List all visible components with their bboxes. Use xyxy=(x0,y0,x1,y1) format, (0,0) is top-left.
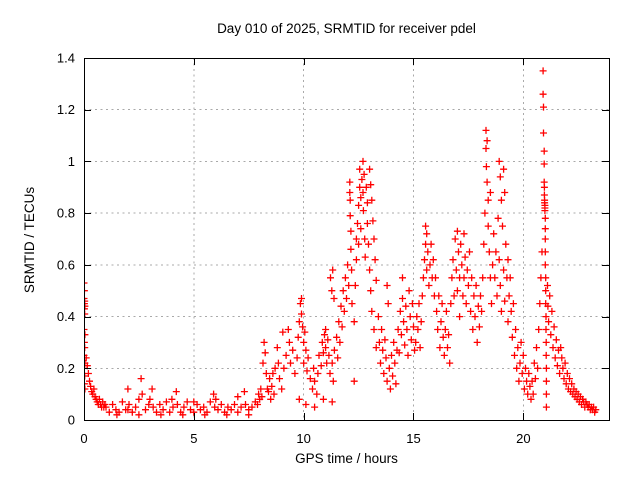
x-tick-label: 10 xyxy=(296,431,310,446)
grid-lines xyxy=(84,58,609,420)
y-tick-label: 0.8 xyxy=(57,206,75,221)
y-tick-label: 0 xyxy=(68,413,75,428)
y-tick-label: 0.6 xyxy=(57,257,75,272)
x-tick-label: 5 xyxy=(190,431,197,446)
y-tick-label: 1.2 xyxy=(57,102,75,117)
x-tick-label: 0 xyxy=(80,431,87,446)
y-tick-label: 1.4 xyxy=(57,51,75,66)
y-tick-label: 0.2 xyxy=(57,361,75,376)
axis-ticks xyxy=(84,58,609,421)
y-tick-label: 1 xyxy=(68,154,75,169)
x-axis-label: GPS time / hours xyxy=(295,451,398,466)
plot-frame xyxy=(84,58,610,421)
chart-title: Day 010 of 2025, SRMTID for receiver pde… xyxy=(217,21,476,36)
x-tick-label: 15 xyxy=(406,431,420,446)
x-tick-label: 20 xyxy=(516,431,530,446)
scatter-points xyxy=(84,67,600,419)
y-axis-label: SRMTID / TECUs xyxy=(22,186,37,294)
y-tick-label: 0.4 xyxy=(57,309,75,324)
